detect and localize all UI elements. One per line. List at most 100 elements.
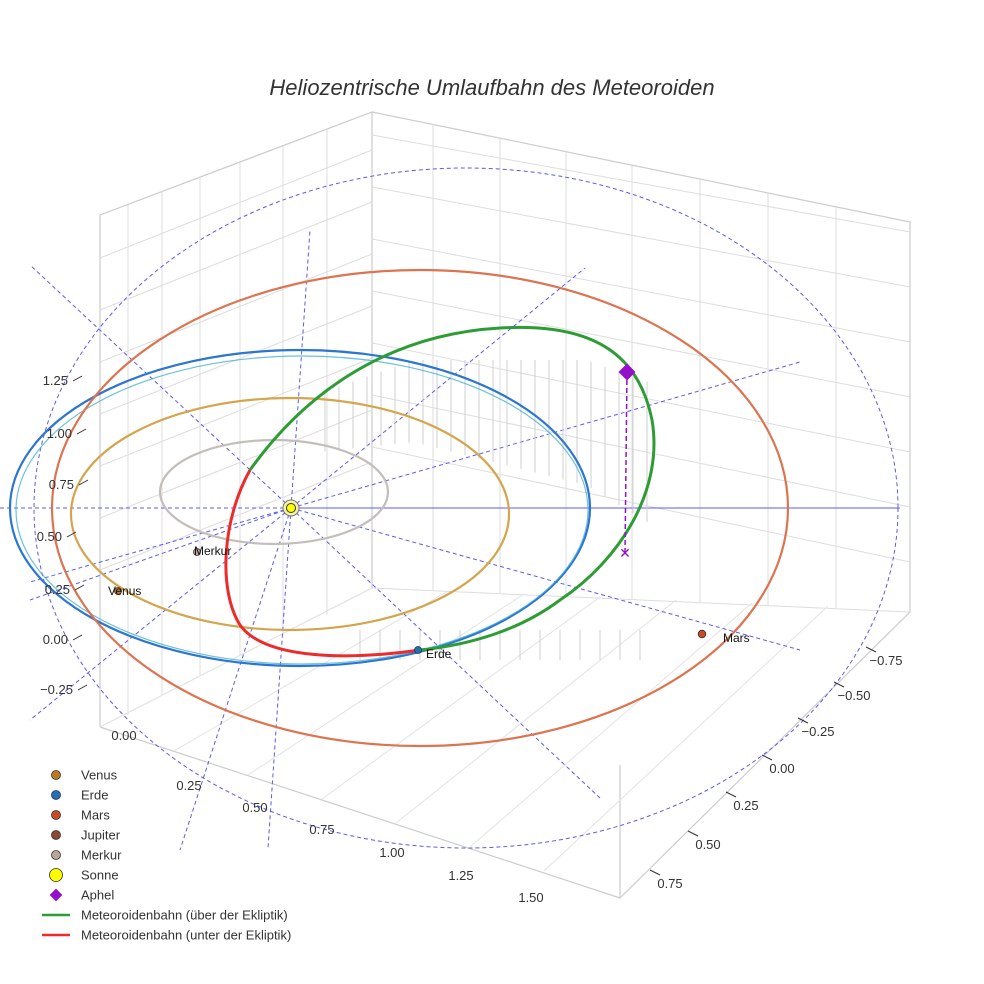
- floor-edge-x: [99, 726, 621, 899]
- grid-line: [99, 357, 373, 467]
- y-tick-label: 0.75: [657, 876, 682, 891]
- sun-marker: [286, 503, 296, 513]
- legend-label: Meteoroidenbahn (über der Ekliptik): [81, 908, 288, 923]
- ecliptic-ray: [290, 229, 311, 509]
- ecliptic-ray: [290, 507, 601, 799]
- legend-item[interactable]: Venus: [51, 768, 118, 783]
- meteoroid-orbit-above: [248, 325, 656, 652]
- orbit-erde-inner: [15, 355, 589, 665]
- x-tick-label: 0.50: [242, 800, 267, 815]
- legend-item[interactable]: Erde: [51, 788, 109, 803]
- y-tick-label: 0.25: [733, 798, 758, 813]
- grid-line: [99, 253, 373, 363]
- z-tick-label: −0.25: [40, 682, 73, 697]
- z-tick-label: 0.25: [45, 582, 70, 597]
- aphel-marker: [618, 363, 636, 381]
- z-tick-mark: [78, 479, 89, 486]
- legend-swatch: [51, 770, 61, 780]
- aphel-projection-marker: ✕: [619, 546, 631, 562]
- y-tick-mark: [761, 754, 773, 761]
- x-tick-label: 1.00: [379, 845, 404, 860]
- z-tick-label: 0.50: [37, 529, 62, 544]
- orbit-venus: [69, 396, 511, 632]
- erde-marker: [414, 646, 422, 654]
- mars-label: Mars: [723, 631, 750, 645]
- ecliptic-ray: [290, 507, 801, 651]
- x-tick-label: 0.25: [176, 778, 201, 793]
- legend-label: Erde: [81, 788, 108, 803]
- ecliptic-reference: [0, 167, 900, 851]
- z-tick-label: 0.00: [43, 632, 68, 647]
- legend-label: Sonne: [81, 868, 119, 883]
- legend-swatch: [51, 810, 61, 820]
- back-wall-outline: [99, 111, 373, 727]
- legend-label: Venus: [81, 768, 118, 783]
- grid-line: [371, 290, 911, 398]
- z-tick-label: 0.75: [49, 477, 74, 492]
- y-tick-label: −0.50: [838, 688, 871, 703]
- grid-line: [395, 599, 677, 824]
- grid-line: [99, 409, 373, 519]
- grid-line: [371, 394, 911, 508]
- y-tick-mark: [687, 830, 699, 837]
- venus-marker: [114, 587, 122, 595]
- z-tick-mark: [77, 684, 88, 691]
- grid-line: [99, 149, 373, 259]
- legend-item[interactable]: Aphel: [49, 888, 115, 903]
- z-tick-mark: [66, 531, 77, 538]
- ecliptic-ray: [290, 361, 801, 509]
- floor-edge-back: [371, 587, 911, 613]
- y-tick-label: −0.25: [802, 724, 835, 739]
- orbit-erde: [8, 348, 592, 668]
- ecliptic-ray: [290, 267, 586, 509]
- legend-label: Aphel: [81, 888, 114, 903]
- aphel-dropline: [624, 371, 628, 554]
- grid-line: [99, 587, 373, 728]
- erde-label: Erde: [426, 647, 452, 661]
- legend-swatch: [49, 868, 63, 882]
- orbit-mars: [50, 268, 790, 748]
- legend-swatch: [51, 830, 61, 840]
- merkur-marker: [193, 548, 201, 556]
- ecliptic-ray: [179, 507, 292, 851]
- y-tick-mark: [797, 717, 809, 724]
- legend-label: Merkur: [81, 848, 122, 863]
- legend-swatch: [51, 850, 61, 860]
- legend-item[interactable]: Meteoroidenbahn (über der Ekliptik): [42, 908, 288, 923]
- legend-swatch: [51, 790, 61, 800]
- grid-line: [371, 186, 911, 288]
- x-tick-label: 0.75: [309, 822, 334, 837]
- y-tick-label: 0.00: [769, 761, 794, 776]
- planet-markers: Merkur Venus Erde Mars: [108, 499, 750, 661]
- z-tick-label: 1.00: [47, 426, 72, 441]
- legend: Venus Erde Mars Jupiter Merkur Sonne Aphel Mete…: [42, 768, 291, 943]
- grid-line: [173, 590, 449, 752]
- legend-item[interactable]: Sonne: [49, 868, 119, 883]
- meteoroid-orbit-below: [224, 469, 421, 658]
- grid-line: [99, 201, 373, 311]
- ecliptic-ray: [29, 264, 292, 509]
- drop-lines: [324, 360, 648, 660]
- mars-marker: [697, 629, 707, 639]
- grid-line: [469, 602, 753, 848]
- y-tick-mark: [833, 681, 845, 688]
- venus-label: Venus: [108, 584, 141, 598]
- z-tick-mark: [72, 634, 83, 641]
- grid-line: [543, 605, 829, 872]
- y-tick-label: −0.75: [870, 653, 903, 668]
- z-tick-mark: [74, 584, 85, 591]
- legend-item[interactable]: Merkur: [51, 848, 123, 863]
- z-tick-label: 1.25: [43, 373, 68, 388]
- grid-line: [247, 593, 525, 776]
- meteoroid-track: ✕: [224, 325, 656, 658]
- legend-label: Jupiter: [81, 828, 121, 843]
- legend-item[interactable]: Mars: [51, 808, 111, 823]
- legend-item[interactable]: Meteoroidenbahn (unter der Ekliptik): [42, 928, 291, 943]
- axis-ticks: −0.25 0.00 0.25 0.50 0.75 1.00 1.25 0.00 0.25 0.5…: [37, 373, 903, 905]
- x-tick-label: 1.50: [518, 890, 543, 905]
- grid-line: [99, 461, 373, 571]
- legend-item[interactable]: Jupiter: [51, 828, 121, 843]
- grid-line: [371, 134, 911, 233]
- x-tick-label: 1.25: [448, 868, 473, 883]
